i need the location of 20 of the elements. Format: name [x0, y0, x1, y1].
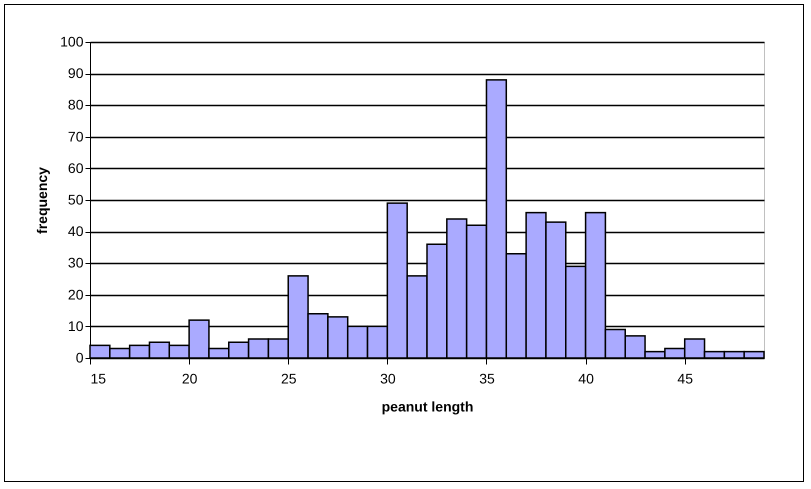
y-tick-label: 30 [68, 254, 84, 271]
y-tick-label: 100 [60, 34, 84, 50]
x-tick-label: 45 [677, 370, 694, 386]
y-tick-label: 80 [68, 96, 84, 113]
y-tick-label: 10 [68, 318, 84, 334]
y-tick-label: 60 [68, 160, 84, 176]
x-tick-label: 15 [90, 370, 106, 386]
x-tick-label: 20 [182, 370, 198, 386]
x-tick-label: 30 [380, 370, 396, 386]
x-tick-label: 35 [479, 370, 495, 386]
y-tick-label: 40 [68, 223, 84, 240]
y-tick-label: 20 [68, 286, 84, 302]
x-tick-label: 40 [578, 370, 594, 386]
y-tick-label: 50 [68, 192, 84, 208]
y-tick-label: 0 [76, 350, 84, 366]
y-axis-title: frequency [34, 166, 50, 234]
y-tick-label: 70 [68, 128, 84, 144]
x-axis-title: peanut length [382, 398, 474, 414]
x-tick-label: 25 [280, 370, 297, 386]
y-tick-label: 90 [68, 65, 84, 82]
